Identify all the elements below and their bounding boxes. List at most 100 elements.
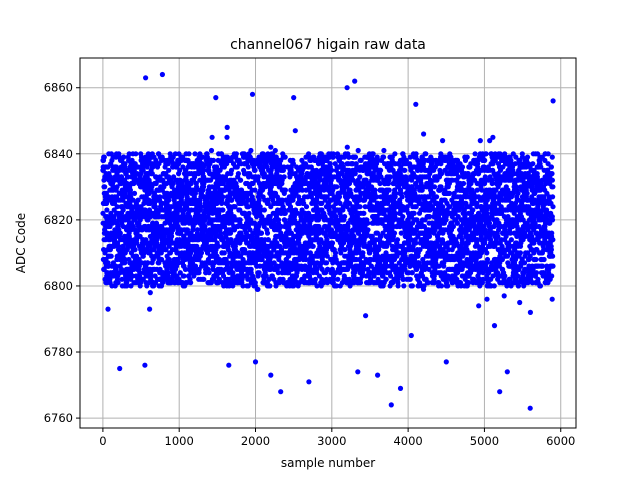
data-point xyxy=(329,167,335,173)
data-point xyxy=(413,240,419,246)
data-point xyxy=(235,171,241,177)
data-point xyxy=(117,230,123,236)
data-point xyxy=(209,134,215,140)
data-point xyxy=(181,273,187,279)
data-point xyxy=(149,171,155,177)
data-point xyxy=(378,167,384,173)
data-point xyxy=(127,187,133,193)
data-point xyxy=(147,200,153,206)
data-point xyxy=(477,138,483,144)
data-point xyxy=(409,283,415,289)
data-point xyxy=(230,270,236,276)
data-point xyxy=(169,233,175,239)
data-point xyxy=(120,207,126,213)
data-point xyxy=(120,223,126,230)
data-point xyxy=(233,151,239,157)
data-point xyxy=(357,174,363,180)
data-point xyxy=(182,266,188,272)
data-point xyxy=(324,260,330,266)
data-point xyxy=(215,243,222,249)
data-point xyxy=(447,190,453,196)
data-point xyxy=(208,147,215,154)
data-point xyxy=(256,270,262,276)
data-point xyxy=(108,210,114,216)
data-point xyxy=(159,256,165,263)
data-point xyxy=(252,167,258,173)
data-point xyxy=(267,283,273,289)
data-point xyxy=(101,154,107,160)
data-point xyxy=(470,207,476,213)
data-point xyxy=(128,283,134,289)
data-point xyxy=(400,214,406,220)
data-point xyxy=(238,177,244,183)
data-point xyxy=(472,151,478,157)
data-point xyxy=(201,276,207,282)
data-point xyxy=(402,167,408,173)
data-point xyxy=(121,154,127,160)
data-point xyxy=(258,230,265,236)
data-point xyxy=(381,147,387,154)
data-point xyxy=(460,180,467,187)
data-point xyxy=(125,174,131,180)
data-point xyxy=(114,184,120,190)
data-point xyxy=(124,283,130,289)
data-point xyxy=(132,247,138,253)
data-point xyxy=(386,187,392,193)
data-point xyxy=(210,157,217,163)
data-point xyxy=(148,273,154,279)
data-points xyxy=(100,71,556,411)
data-point xyxy=(264,230,271,236)
data-point xyxy=(282,187,288,193)
data-point xyxy=(392,151,398,157)
data-point xyxy=(220,194,226,200)
data-point xyxy=(332,250,339,256)
data-point xyxy=(115,280,121,286)
data-point xyxy=(342,214,348,220)
data-point xyxy=(440,138,446,144)
data-point xyxy=(147,290,153,296)
data-point xyxy=(357,204,363,210)
data-point xyxy=(192,263,199,269)
data-point xyxy=(131,190,138,196)
data-point xyxy=(411,210,417,216)
data-point xyxy=(255,174,261,180)
data-point xyxy=(194,227,201,233)
data-point xyxy=(434,194,440,200)
data-point xyxy=(108,253,114,259)
data-point xyxy=(126,151,132,157)
data-point xyxy=(383,276,389,282)
data-point xyxy=(224,124,230,130)
data-point xyxy=(147,306,153,312)
data-point xyxy=(102,184,108,190)
data-point xyxy=(438,283,445,289)
data-point xyxy=(355,147,361,154)
data-point xyxy=(303,204,310,210)
data-point xyxy=(143,237,149,243)
data-point xyxy=(407,276,413,282)
data-point xyxy=(245,164,251,170)
data-point xyxy=(459,164,466,170)
data-point xyxy=(172,151,178,157)
data-point xyxy=(363,313,369,319)
data-point xyxy=(281,174,287,180)
data-point xyxy=(188,280,194,286)
data-point xyxy=(476,303,482,309)
data-point xyxy=(130,197,136,203)
data-point xyxy=(224,134,230,140)
data-point xyxy=(401,283,407,289)
data-point xyxy=(344,144,350,150)
data-point xyxy=(431,184,438,190)
data-point xyxy=(310,243,316,249)
data-point xyxy=(268,144,274,150)
data-point xyxy=(215,157,221,163)
data-point xyxy=(394,237,401,243)
data-point xyxy=(207,171,213,177)
data-point xyxy=(464,154,470,160)
data-point xyxy=(255,286,261,292)
data-point xyxy=(272,147,278,154)
data-point xyxy=(381,154,387,160)
data-point xyxy=(329,240,336,246)
data-point xyxy=(408,332,414,339)
data-point xyxy=(312,276,318,282)
data-point xyxy=(248,147,254,154)
